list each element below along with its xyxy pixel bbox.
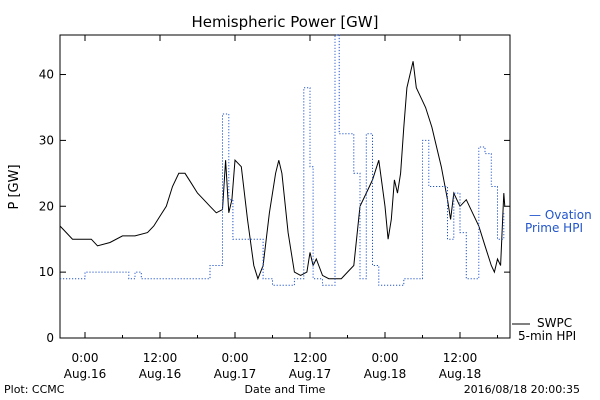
y-tick-label: 20 [39,199,54,213]
series-layer [59,34,506,286]
x-tick-label-time: 0:00 [72,351,99,365]
y-tick-label: 30 [39,133,54,147]
x-tick-label-date: Aug.16 [64,367,107,381]
x-tick-label-date: Aug.18 [439,367,482,381]
plot-area [59,34,511,339]
y-tick-label: 10 [39,265,54,279]
x-tick-label-date: Aug.18 [364,367,407,381]
x-tick-label-time: 12:00 [293,351,328,365]
series-line-swpc [59,61,506,281]
y-tick-label: 40 [39,68,54,82]
y-tick-label: 0 [46,331,54,345]
x-axis-label: Date and Time [245,383,326,396]
legend-ovation-line1: — Ovation [529,208,592,222]
legend-swpc-line1: SWPC [537,316,572,330]
x-tick-label-date: Aug.17 [214,367,257,381]
x-tick-label-time: 0:00 [372,351,399,365]
series-line-ovation [60,34,505,286]
legend-ovation-line2: Prime HPI [525,221,583,235]
plot-frame [59,34,511,339]
footer-timestamp: 2016/08/18 20:00:35 [464,383,580,396]
footer-plot-credit: Plot: CCMC [4,383,65,396]
chart-title: Hemispheric Power [GW] [192,13,379,31]
x-tick-label-date: Aug.17 [289,367,332,381]
x-ticks: 0:00 Aug.16 12:00 Aug.16 0:00 Aug.17 12:00 Aug.… [64,35,498,381]
y-ticks: 0 10 20 30 40 [39,68,510,345]
x-tick-label-time: 12:00 [143,351,178,365]
x-tick-label-date: Aug.16 [139,367,182,381]
x-tick-label-time: 12:00 [443,351,478,365]
legend-swpc-line2: 5-min HPI [518,329,576,343]
x-tick-label-time: 0:00 [222,351,249,365]
y-axis-label: P [GW] [7,164,22,209]
